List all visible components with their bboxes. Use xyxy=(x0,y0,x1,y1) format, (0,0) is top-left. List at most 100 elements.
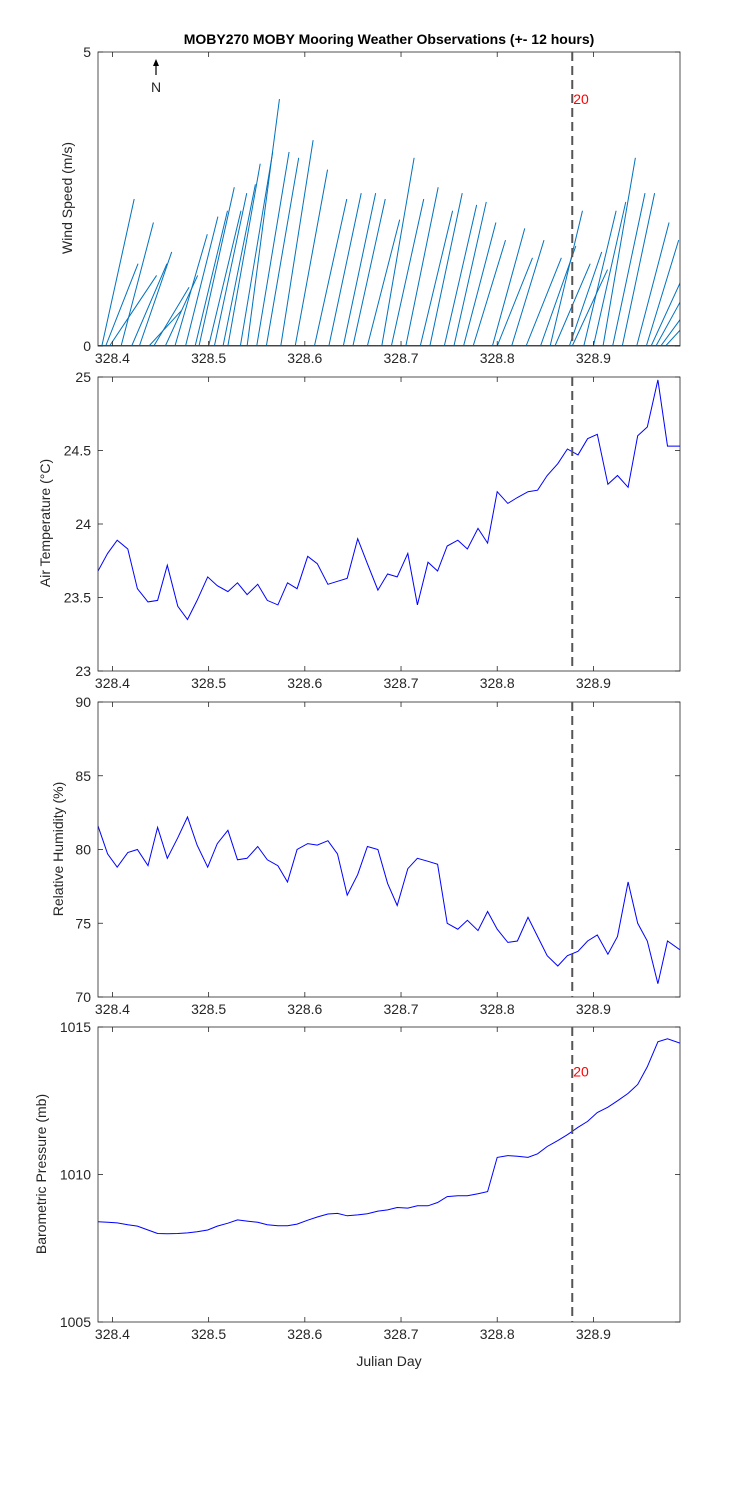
relative-humidity-series xyxy=(98,815,680,984)
wind-vector xyxy=(405,187,439,346)
y-tick-label: 85 xyxy=(75,768,91,784)
wind-vector xyxy=(568,251,603,346)
wind-vector xyxy=(549,210,583,346)
barometric-pressure-panel: Barometric Pressure (mb) Julian Day 1005… xyxy=(33,1019,681,1369)
y-tick-label: 0 xyxy=(83,338,91,354)
x-tick-label: 328.6 xyxy=(287,675,322,691)
air-temp-y-label: Air Temperature (°C) xyxy=(37,459,53,587)
x-tick-label: 328.8 xyxy=(480,350,515,366)
x-tick-label: 328.4 xyxy=(95,675,130,691)
wind-vector xyxy=(194,210,228,346)
x-tick-label: 328.4 xyxy=(95,1001,130,1017)
x-tick-label: 328.7 xyxy=(384,1326,419,1342)
y-tick-label: 23.5 xyxy=(64,590,91,606)
x-tick-label: 328.6 xyxy=(287,1326,322,1342)
axes-frame xyxy=(97,701,681,998)
wind-vector xyxy=(472,240,506,346)
x-tick-label: 328.9 xyxy=(576,350,611,366)
wind-vector xyxy=(660,318,680,346)
x-tick-label: 328.5 xyxy=(191,675,226,691)
wind-vector xyxy=(294,169,329,346)
air-temperature-panel: Air Temperature (°C) 23 23.5 24 24.5 25 328.4… xyxy=(37,369,681,691)
y-tick-label: 5 xyxy=(83,44,91,60)
wind-vector xyxy=(366,219,401,346)
wind-speed-panel: Wind Speed (m/s) N 0 5 328.4 328.5 328.6 328.… xyxy=(59,44,681,366)
series-line xyxy=(98,379,680,621)
axes-frame xyxy=(97,376,681,672)
wind-vector xyxy=(491,228,526,346)
chart-title: MOBY270 MOBY Mooring Weather Observation… xyxy=(184,31,595,47)
wind-vector xyxy=(463,222,497,346)
wind-vector xyxy=(185,216,219,346)
y-tick-label: 80 xyxy=(75,842,91,858)
wind-vector xyxy=(621,193,656,346)
y-tick-label: 1010 xyxy=(60,1167,91,1183)
wind-vector xyxy=(222,184,256,346)
x-tick-label: 328.4 xyxy=(95,350,130,366)
wind-vector xyxy=(496,257,533,346)
marker-label: 20 xyxy=(573,1063,589,1079)
wind-vector xyxy=(246,98,280,346)
wind-vector xyxy=(511,240,545,346)
wind-vector xyxy=(571,269,608,346)
wind-vector xyxy=(602,157,636,346)
wind-vector xyxy=(256,151,290,346)
wind-vector xyxy=(198,187,235,346)
north-label: N xyxy=(151,79,161,95)
axes-frame xyxy=(97,51,681,347)
wind-vector xyxy=(208,210,242,346)
wind-vector xyxy=(131,263,168,346)
x-tick-label: 328.7 xyxy=(384,1001,419,1017)
wind-vector xyxy=(429,193,463,346)
wind-vector xyxy=(665,329,680,346)
wind-vector xyxy=(313,198,348,346)
y-tick-label: 1005 xyxy=(60,1314,91,1330)
wind-vector xyxy=(419,210,454,346)
wind-vector xyxy=(655,301,680,346)
x-tick-label: 328.6 xyxy=(287,1001,322,1017)
y-tick-label: 1015 xyxy=(60,1019,91,1035)
wind-vector xyxy=(381,157,415,346)
humidity-y-label: Relative Humidity (%) xyxy=(50,782,66,917)
x-tick-label: 328.7 xyxy=(384,350,419,366)
wind-vector xyxy=(213,193,248,346)
wind-vector xyxy=(109,275,157,346)
pressure-y-label: Barometric Pressure (mb) xyxy=(33,1094,49,1254)
x-tick-label: 328.8 xyxy=(480,1001,515,1017)
wind-vector xyxy=(645,240,680,346)
wind-vector xyxy=(105,263,139,346)
x-tick-label: 328.5 xyxy=(191,1326,226,1342)
wind-vector xyxy=(101,198,135,346)
y-tick-label: 25 xyxy=(75,369,91,385)
wind-vector xyxy=(153,286,190,346)
wind-vector xyxy=(239,151,274,346)
wind-vector xyxy=(280,140,314,346)
x-tick-label: 328.6 xyxy=(287,350,322,366)
wind-vector xyxy=(636,222,670,346)
wind-vector xyxy=(612,193,646,346)
wind-vector xyxy=(525,257,562,346)
air-temperature-series xyxy=(98,379,680,621)
marker-label: 20 xyxy=(573,91,589,107)
y-tick-label: 70 xyxy=(75,989,91,1005)
wind-vector xyxy=(227,163,261,346)
wind-vectors xyxy=(98,98,680,346)
wind-vector xyxy=(650,281,680,346)
x-tick-label: 328.8 xyxy=(480,1326,515,1342)
y-tick-label: 90 xyxy=(75,694,91,710)
wind-vector xyxy=(583,210,617,346)
x-tick-label: 328.4 xyxy=(95,1326,130,1342)
x-tick-label: 328.5 xyxy=(191,350,226,366)
x-tick-label: 328.7 xyxy=(384,675,419,691)
wind-vector xyxy=(352,198,386,346)
series-line xyxy=(98,815,680,984)
wind-vector xyxy=(342,193,377,346)
x-tick-label: 328.9 xyxy=(576,1001,611,1017)
wind-vector xyxy=(120,222,154,346)
wind-vector xyxy=(174,234,208,346)
axes-frame xyxy=(97,1026,681,1323)
wind-vector xyxy=(592,201,627,346)
wind-vector xyxy=(265,157,300,346)
x-tick-label: 328.5 xyxy=(191,1001,226,1017)
